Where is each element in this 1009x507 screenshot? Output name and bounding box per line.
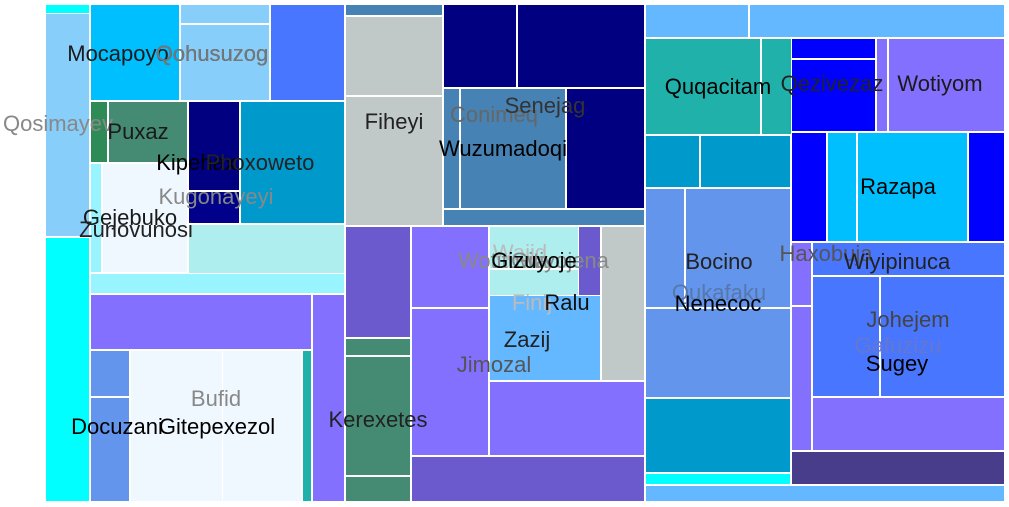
treemap-tile-zunovunosi (45, 237, 90, 502)
treemap-tile-fiheyi (345, 96, 443, 226)
treemap-tile-senejag (517, 4, 645, 88)
treemap-tile-gejebuko (102, 163, 188, 273)
treemap-tile-gafuzizu (812, 397, 1005, 451)
treemap-tile-fiheyi (345, 4, 443, 16)
treemap-tile-qukafaku (645, 473, 791, 485)
treemap-tile-conimeq (460, 88, 566, 209)
treemap-tile-docuzani (90, 350, 130, 397)
treemap-tile-jimozal (411, 456, 645, 502)
treemap-tile-bocino (645, 485, 1005, 502)
treemap-tile-gitepexezol (222, 350, 302, 502)
treemap-tile-qukafaku (700, 135, 791, 188)
treemap-tile-qohusuzog (180, 4, 270, 24)
treemap-tile-qukafaku (645, 135, 700, 188)
treemap-tile-qezivezaz (791, 132, 827, 242)
treemap-tile-haxobuja (791, 306, 812, 451)
treemap-tile-johejem (812, 276, 880, 397)
treemap-tile-bufid (90, 273, 345, 294)
treemap-tile-qohusuzog (270, 4, 345, 101)
treemap-tile-quqacitam (761, 38, 792, 135)
treemap-tile-bocino (685, 188, 791, 308)
treemap-tile-gizuyoje (489, 226, 579, 269)
treemap-tile-docuzani (90, 397, 130, 502)
treemap-tile-quqacitam (645, 38, 761, 135)
treemap-tile-razapa (857, 132, 968, 242)
treemap-tile-gitiyojena (601, 226, 645, 381)
treemap-tile-bocino (645, 4, 749, 38)
treemap-tile-kipehax (188, 101, 240, 191)
treemap-tile-jimozal (411, 226, 489, 308)
treemap-tile-wotiyom (876, 38, 888, 132)
treemap-tile-bufid (312, 294, 345, 502)
treemap-tile-gizuyoje (489, 269, 579, 296)
treemap-tile-puxaz (108, 101, 188, 163)
treemap-tile-bufid (90, 294, 312, 350)
treemap-tile-quqacitam (302, 350, 312, 502)
treemap-tile-wuzumadoqi (566, 88, 645, 209)
treemap-tile-zazij (489, 381, 645, 456)
treemap-tile-kerexetes (345, 226, 411, 338)
treemap-tile-kipehax (188, 191, 240, 224)
treemap-tile-wotiyom (888, 38, 1005, 132)
treemap-tile-ralu (578, 226, 601, 296)
treemap-tile-conimeq (443, 88, 460, 209)
treemap-tile-phoxoweto (240, 101, 345, 224)
treemap-tile-gafuzizu (791, 451, 1005, 485)
treemap-tile-qukafaku (645, 398, 791, 473)
treemap-tile-fiheyi (345, 16, 443, 96)
treemap-tile-bocino (645, 188, 685, 308)
treemap-tile-nenecoc (645, 308, 791, 398)
treemap-tile-johejem (880, 276, 1005, 397)
treemap-tile-puxaz (90, 101, 108, 163)
treemap-tile-jimozal (411, 308, 489, 456)
treemap-tile-wiyipinuca (812, 242, 1005, 276)
treemap-tile-mocapoyo (90, 4, 180, 101)
treemap-tile-qezivezaz (968, 132, 1005, 242)
treemap-tile-senejag (443, 4, 517, 88)
treemap-tile-qosimayev (45, 4, 90, 237)
treemap-tile-razapa (827, 132, 857, 242)
treemap-tile-kerexetes (345, 338, 411, 356)
treemap-tile-qohusuzog (180, 24, 270, 101)
treemap-tile-kerexetes (345, 476, 411, 502)
treemap-tile-kugonayeyi (90, 163, 102, 273)
treemap-tile-qezivezaz (791, 38, 876, 59)
treemap-tile-qosimayev (45, 4, 90, 14)
treemap-tile-haxobuja (791, 242, 812, 306)
treemap-tile-qezivezaz (791, 59, 876, 132)
treemap-tile-conimeq (443, 209, 645, 226)
treemap-tile-kerexetes (345, 356, 411, 476)
treemap-tile-bocino (749, 4, 1005, 38)
